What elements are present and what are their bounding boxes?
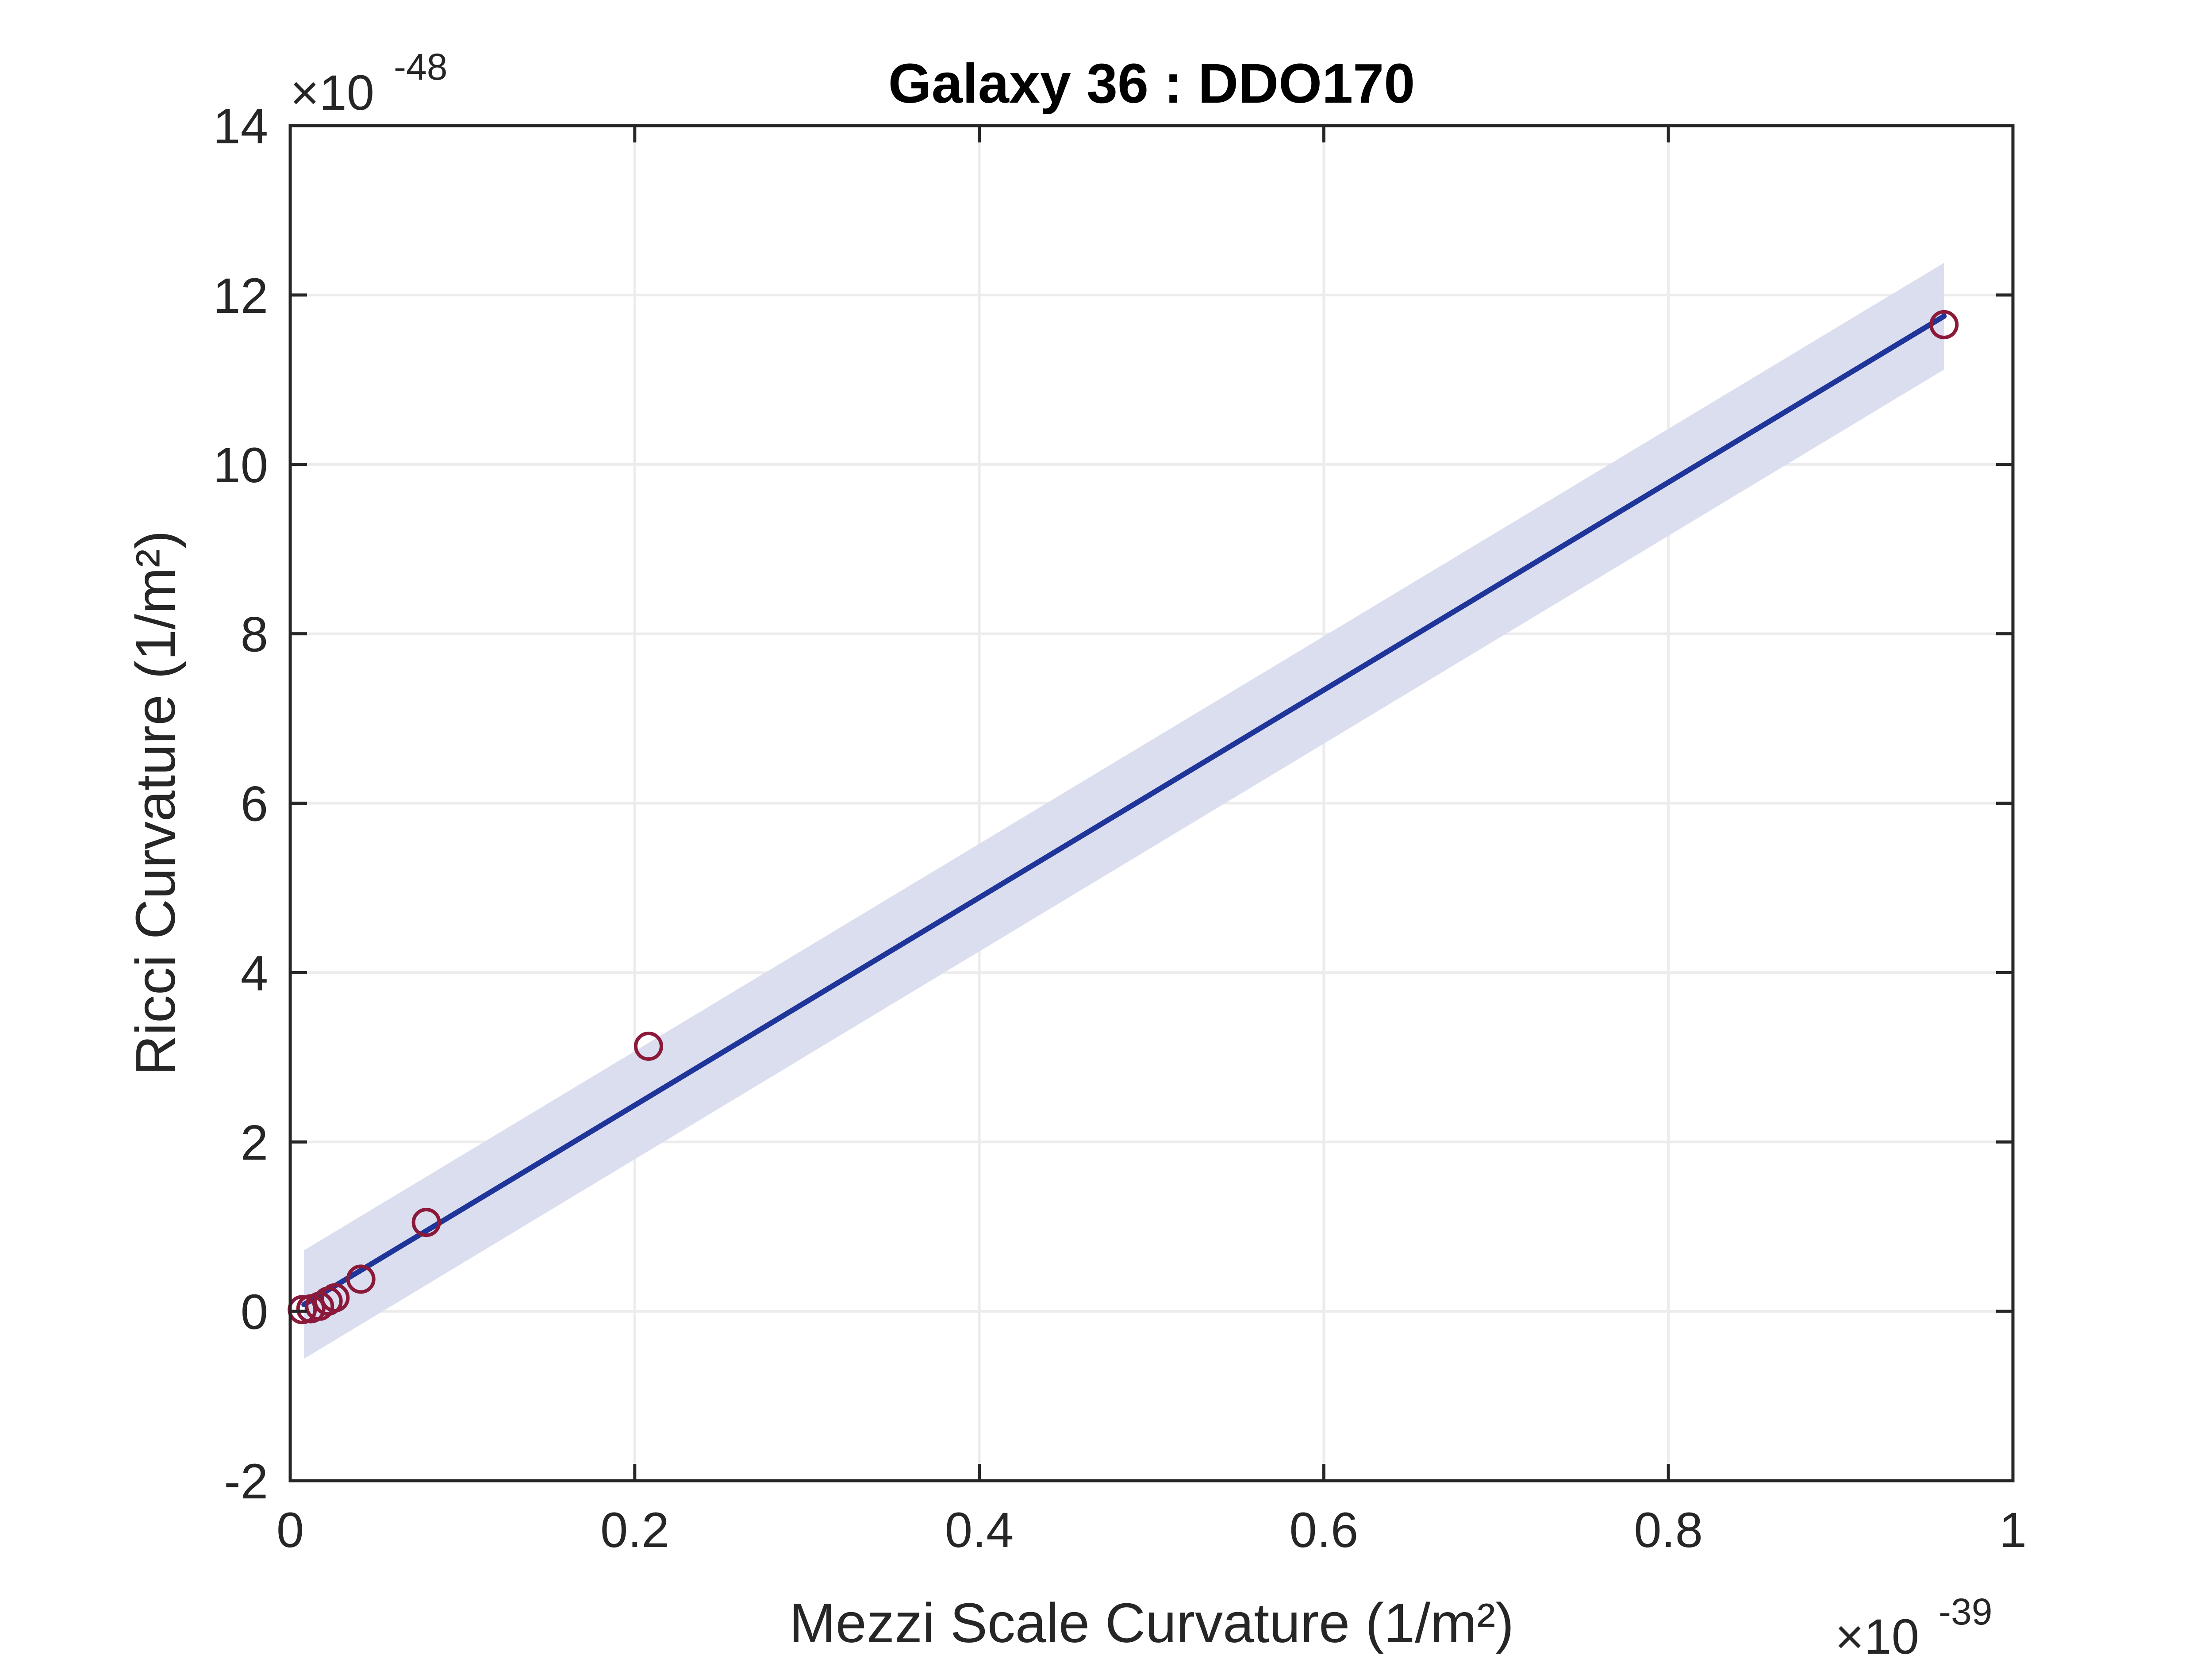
x-tick-label: 1 [1999,1502,2027,1558]
x-multiplier-base: 10 [1864,1609,1919,1659]
y-tick-label: 4 [241,945,268,1001]
y-tick-labels: -2 0 2 4 6 8 10 12 14 [213,99,268,1509]
svg-text:×10: ×10 [290,65,374,120]
x-tick-labels: 0 0.2 0.4 0.6 0.8 1 [276,1502,2027,1558]
x-tick-label: 0.4 [945,1502,1014,1558]
x-axis-label: Mezzi Scale Curvature (1/m²) [789,1592,1514,1654]
y-tick-label: -2 [224,1454,268,1509]
chart-title: Galaxy 36 : DDO170 [888,52,1415,115]
x-tick-label: 0.2 [600,1502,669,1558]
y-tick-label: 14 [213,99,268,154]
x-multiplier-times-sign: × [1835,1609,1864,1659]
y-tick-label: 6 [241,776,268,832]
data-point [1929,310,1959,339]
regression-line [301,313,1947,1307]
data-point [320,1283,350,1313]
x-multiplier-exponent: -39 [1939,1591,1992,1632]
y-axis-multiplier: ×10 -48 [290,46,447,120]
x-axis-multiplier: ×10 -39 [1835,1591,1992,1659]
data-point [634,1031,663,1061]
y-tick-label: 0 [241,1284,268,1340]
x-tick-label: 0.8 [1634,1502,1703,1558]
y-tick-label: 12 [213,268,268,323]
x-tick-label: 0 [276,1502,304,1558]
y-multiplier-base: 10 [319,65,374,120]
data-point [411,1208,441,1237]
x-tick-label: 0.6 [1290,1502,1359,1558]
plot-area-border [288,124,2015,1482]
data-point [346,1264,376,1294]
y-tick-label: 10 [213,438,268,493]
y-axis-label: Ricci Curvature (1/m²) [124,530,187,1075]
y-multiplier-exponent: -48 [394,46,447,88]
svg-text:×10: ×10 [1835,1609,1919,1659]
y-tick-label: 2 [241,1115,268,1170]
y-multiplier-times-sign: × [290,65,319,120]
y-tick-label: 8 [241,607,268,662]
data-points [288,310,1959,1325]
